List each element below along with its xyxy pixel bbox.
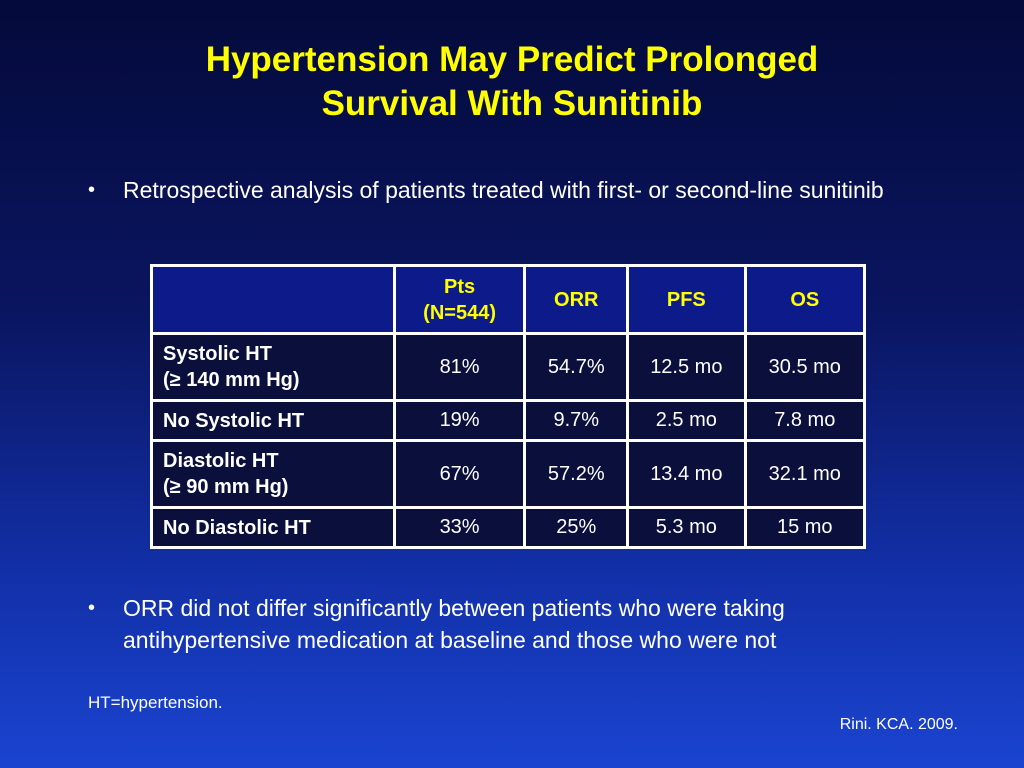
bullet-text: ORR did not differ significantly between…: [123, 595, 785, 653]
header-pfs: PFS: [626, 264, 747, 335]
cell-orr: 57.2%: [523, 439, 630, 509]
cell-os: 30.5 mo: [743, 332, 867, 402]
cell-os: 7.8 mo: [743, 399, 867, 442]
header-orr: ORR: [523, 264, 630, 335]
results-table: Pts (N=544) ORR PFS OS Systolic HT (≥ 14…: [150, 264, 867, 549]
slide-title-line-2: Survival With Sunitinib: [321, 84, 703, 123]
cell-pfs: 13.4 mo: [626, 439, 747, 509]
bullet-text: Retrospective analysis of patients treat…: [123, 177, 884, 203]
row-label: No Systolic HT: [150, 399, 396, 442]
cell-pts: 19%: [392, 399, 527, 442]
table-row: No Diastolic HT 33% 25% 5.3 mo 15 mo: [150, 506, 867, 549]
cell-orr: 25%: [523, 506, 630, 549]
header-os: OS: [743, 264, 867, 335]
bullet-item-1: • Retrospective analysis of patients tre…: [88, 174, 948, 206]
row-label-line-2: (≥ 90 mm Hg): [163, 476, 289, 498]
bullet-icon: •: [88, 179, 96, 201]
row-label-line-1: Diastolic HT: [163, 450, 279, 472]
cell-orr: 54.7%: [523, 332, 630, 402]
cell-pts: 67%: [392, 439, 527, 509]
row-label-line-1: No Diastolic HT: [163, 516, 311, 539]
cell-os: 32.1 mo: [743, 439, 867, 509]
row-label-line-2: (≥ 140 mm Hg): [163, 369, 300, 391]
row-label: No Diastolic HT: [150, 506, 396, 549]
footnote: HT=hypertension.: [88, 693, 223, 712]
header-pts-line-2: (N=544): [423, 301, 496, 324]
cell-pts: 33%: [392, 506, 527, 549]
slide-title: Hypertension May Predict Prolonged Survi…: [0, 38, 1024, 126]
table-row: No Systolic HT 19% 9.7% 2.5 mo 7.8 mo: [150, 399, 867, 442]
cell-pfs: 12.5 mo: [626, 332, 747, 402]
row-label-line-1: No Systolic HT: [163, 409, 305, 432]
header-pts: Pts (N=544): [392, 264, 527, 335]
bullet-item-2: • ORR did not differ significantly betwe…: [88, 592, 948, 656]
cell-pfs: 2.5 mo: [626, 399, 747, 442]
header-pts-line-1: Pts: [444, 275, 476, 298]
cell-orr: 9.7%: [523, 399, 630, 442]
row-label: Systolic HT (≥ 140 mm Hg): [150, 332, 396, 402]
cell-pfs: 5.3 mo: [626, 506, 747, 549]
table-row: Systolic HT (≥ 140 mm Hg) 81% 54.7% 12.5…: [150, 332, 867, 402]
bullet-icon: •: [88, 597, 96, 619]
cell-pts: 81%: [392, 332, 527, 402]
slide-title-line-1: Hypertension May Predict Prolonged: [205, 40, 819, 79]
table-row: Diastolic HT (≥ 90 mm Hg) 67% 57.2% 13.4…: [150, 439, 867, 509]
cell-os: 15 mo: [743, 506, 867, 549]
table-header-row: Pts (N=544) ORR PFS OS: [150, 264, 867, 335]
citation: Rini. KCA. 2009.: [839, 716, 958, 733]
row-label-line-1: Systolic HT: [163, 343, 272, 365]
row-label: Diastolic HT (≥ 90 mm Hg): [150, 439, 396, 509]
header-empty-cell: [150, 264, 396, 335]
